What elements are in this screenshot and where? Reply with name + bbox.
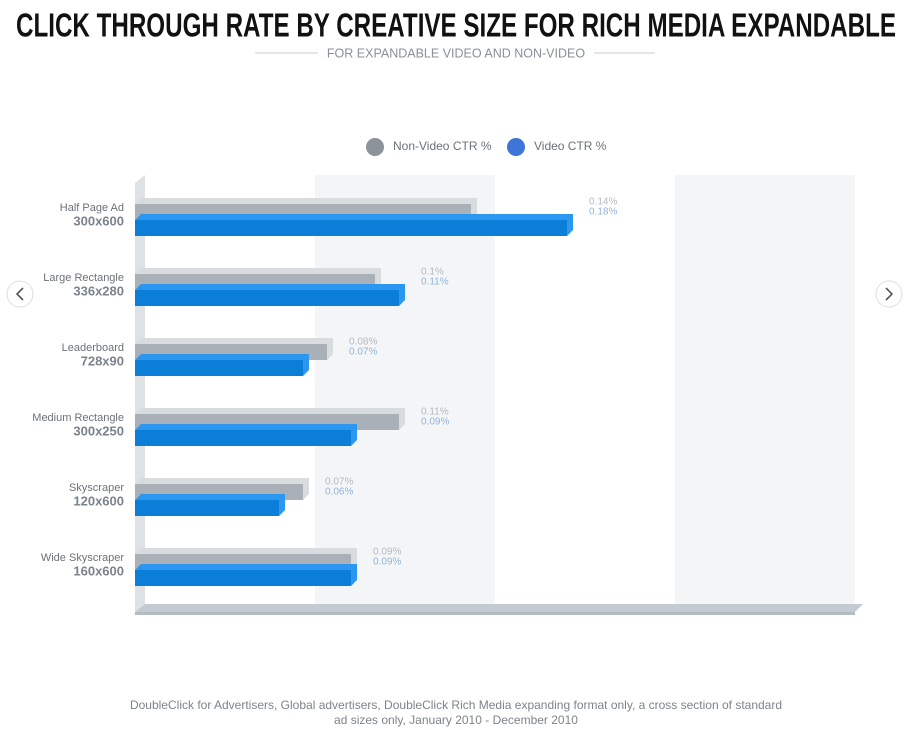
- legend-marker: [366, 138, 384, 156]
- bar-depth: [135, 424, 357, 446]
- value-label: 0.11%: [421, 277, 449, 288]
- bar-depth: [135, 494, 285, 516]
- value-label: 0.07%: [349, 347, 377, 358]
- bar: [135, 220, 567, 236]
- nav-right[interactable]: [875, 280, 903, 308]
- category-label: Wide Skyscraper: [41, 552, 124, 564]
- value-label: 0.09%: [373, 547, 401, 558]
- bar: [135, 430, 351, 446]
- bar-depth: [135, 338, 333, 360]
- value-label: 0.14%: [589, 197, 617, 208]
- plot-floor-edge: [135, 612, 855, 615]
- value-label: 0.07%: [325, 477, 353, 488]
- value-label: 0.08%: [349, 337, 377, 348]
- bar-depth: [135, 408, 405, 430]
- bar: [135, 290, 399, 306]
- category-label: Skyscraper: [69, 482, 124, 494]
- category-label: Leaderboard: [62, 342, 124, 354]
- category-size: 728x90: [81, 353, 124, 368]
- value-label: 0.09%: [373, 557, 401, 568]
- plot-stripe: [675, 175, 855, 604]
- bar: [135, 500, 279, 516]
- value-label: 0.1%: [421, 267, 444, 278]
- plot-floor: [135, 604, 863, 612]
- category-label: Medium Rectangle: [32, 412, 124, 424]
- category-size: 300x250: [73, 423, 124, 438]
- category-size: 336x280: [73, 283, 124, 298]
- legend-label: Non-Video CTR %: [393, 139, 492, 153]
- plot-wall: [135, 175, 145, 612]
- nav-left[interactable]: [6, 280, 34, 308]
- source-note: DoubleClick for Advertisers, Global adve…: [130, 698, 782, 712]
- bar: [135, 570, 351, 586]
- value-label: 0.06%: [325, 487, 353, 498]
- bar-depth: [135, 214, 573, 236]
- source-note: ad sizes only, January 2010 - December 2…: [334, 713, 578, 727]
- value-label: 0.09%: [421, 417, 449, 428]
- chart-title: CLICK THROUGH RATE BY CREATIVE SIZE FOR …: [16, 7, 896, 44]
- legend-label: Video CTR %: [534, 139, 607, 153]
- value-label: 0.11%: [421, 407, 449, 418]
- legend-marker: [507, 138, 525, 156]
- bar-depth: [135, 564, 357, 586]
- bar-depth: [135, 548, 357, 570]
- bar-depth: [135, 354, 309, 376]
- category-size: 300x600: [73, 213, 124, 228]
- bar: [135, 360, 303, 376]
- bar-depth: [135, 284, 405, 306]
- plot: Non-Video CTR % Video CTR %Half Page Ad30…: [32, 138, 863, 615]
- value-label: 0.18%: [589, 207, 617, 218]
- bar-depth: [135, 198, 477, 220]
- category-label: Half Page Ad: [60, 202, 124, 214]
- bar-depth: [135, 478, 309, 500]
- plot-stripe: [315, 175, 495, 604]
- chart-subtitle: FOR EXPANDABLE VIDEO AND NON-VIDEO: [327, 46, 585, 60]
- bar-depth: [135, 268, 381, 290]
- category-label: Large Rectangle: [43, 272, 124, 284]
- category-size: 160x600: [73, 563, 124, 578]
- category-size: 120x600: [73, 493, 124, 508]
